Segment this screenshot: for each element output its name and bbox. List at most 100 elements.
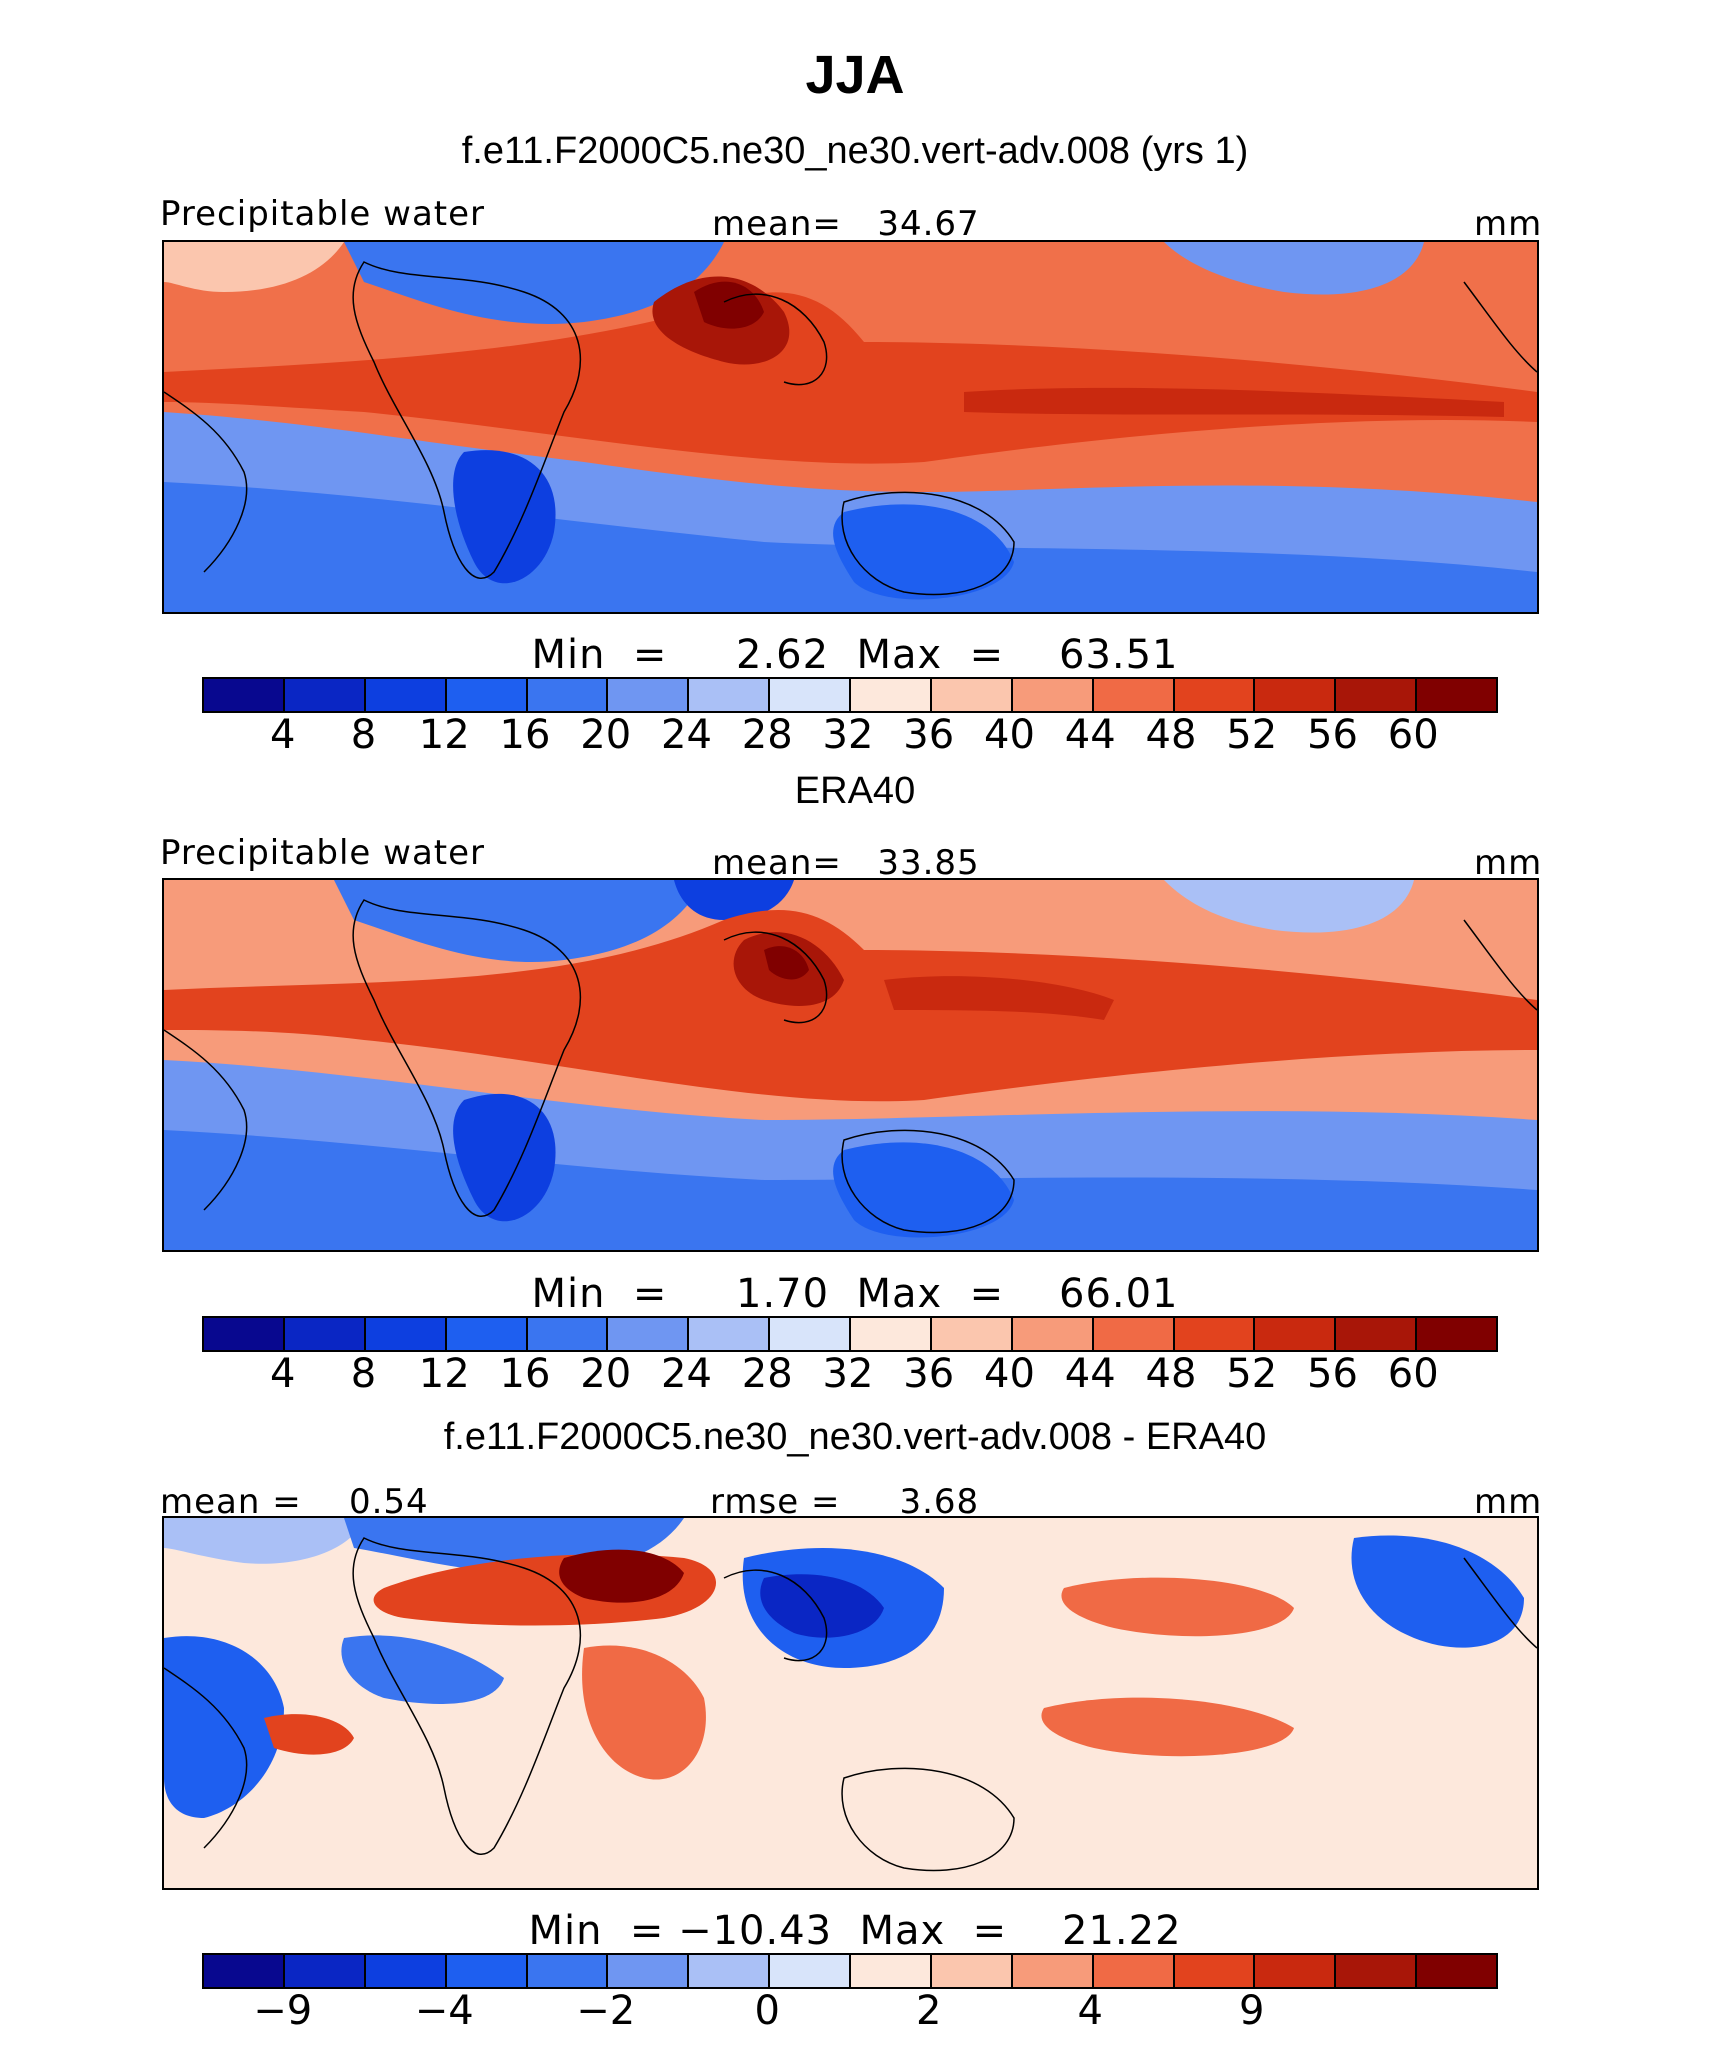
panel2-tibet-blue xyxy=(674,880,794,920)
colorbar-tick-label: 4 xyxy=(1077,1988,1103,2034)
colorbar-tick-label: 4 xyxy=(270,712,296,758)
panel1-bay-bengal-max xyxy=(694,281,764,329)
panel1-map-svg xyxy=(164,242,1537,612)
panel3-colorbar-ticks: −9 −4 −2 0 2 4 9 xyxy=(202,1988,1494,2038)
colorbar-tick-label: 4 xyxy=(270,1351,296,1397)
colorbar-tick-label: 44 xyxy=(1064,1351,1116,1397)
panel3-asia-negative-core xyxy=(760,1574,884,1638)
colorbar-tick-label: 48 xyxy=(1145,1351,1197,1397)
colorbar-swatch xyxy=(1093,1955,1175,1987)
colorbar-tick-label: 8 xyxy=(350,712,377,758)
colorbar-swatch xyxy=(527,1318,609,1350)
panel1-australia xyxy=(833,504,1014,600)
colorbar-swatch xyxy=(1417,1318,1496,1350)
panel1-america-outline xyxy=(1463,281,1537,373)
colorbar-swatch xyxy=(446,679,528,711)
colorbar-swatch xyxy=(1255,679,1337,711)
panel2-australia xyxy=(833,1142,1014,1238)
colorbar-swatch xyxy=(1093,679,1175,711)
colorbar-swatch xyxy=(689,679,771,711)
panel3-units-label: mm xyxy=(1474,1482,1543,1522)
colorbar-tick-label: 56 xyxy=(1307,1351,1358,1397)
colorbar-tick-label: −2 xyxy=(576,1988,636,2034)
colorbar-swatch xyxy=(1255,1318,1337,1350)
colorbar-tick-label: 60 xyxy=(1387,1351,1439,1397)
panel1-colorbar-ticks: 4 8 12 16 20 24 28 32 36 40 44 48 52 56 60 xyxy=(202,712,1494,762)
panel2-variable-label: Precipitable water xyxy=(160,833,486,873)
panel3-asia-outline xyxy=(723,1569,828,1662)
panel3-colorbar xyxy=(202,1953,1498,1989)
colorbar-tick-label: 8 xyxy=(350,1351,377,1397)
panel1-variable-label: Precipitable water xyxy=(160,194,486,234)
colorbar-tick-label: 28 xyxy=(741,1351,793,1397)
panel1-south-america-outline xyxy=(164,391,248,573)
colorbar-swatch xyxy=(204,1955,285,1987)
colorbar-swatch xyxy=(689,1318,771,1350)
colorbar-tick-label: 12 xyxy=(418,1351,470,1397)
panel1-pacific-itcz xyxy=(964,387,1504,417)
panel1-map xyxy=(162,240,1539,614)
colorbar-tick-label: 48 xyxy=(1145,712,1197,758)
panel2-south-america-outline xyxy=(164,1029,248,1211)
panel1-npacific-blue xyxy=(1164,242,1424,295)
colorbar-swatch xyxy=(1012,1955,1094,1987)
colorbar-tick-label: 20 xyxy=(580,1351,632,1397)
colorbar-tick-label: 36 xyxy=(903,712,955,758)
colorbar-swatch xyxy=(284,679,366,711)
colorbar-tick-label: 9 xyxy=(1239,1988,1265,2034)
panel3-spacific-positive xyxy=(1041,1697,1294,1757)
colorbar-swatch xyxy=(931,679,1013,711)
panel3-south-atlantic-positive xyxy=(264,1714,354,1755)
colorbar-tick-label: 32 xyxy=(822,1351,874,1397)
panel1-title: f.e11.F2000C5.ne30_ne30.vert-adv.008 (yr… xyxy=(461,130,1249,172)
panel2-mean-label: mean= 33.85 xyxy=(712,843,980,883)
colorbar-tick-label: 0 xyxy=(754,1988,780,2034)
colorbar-swatch xyxy=(770,1318,851,1350)
colorbar-swatch xyxy=(608,1318,690,1350)
colorbar-tick-label: 56 xyxy=(1307,712,1358,758)
panel1-natlantic xyxy=(164,242,344,292)
colorbar-swatch xyxy=(1417,679,1496,711)
colorbar-tick-label: 40 xyxy=(984,712,1035,758)
figure-title: JJA xyxy=(805,45,905,105)
panel1-units-label: mm xyxy=(1474,204,1543,244)
colorbar-tick-label: 24 xyxy=(661,712,712,758)
colorbar-swatch xyxy=(204,1318,285,1350)
panel2-america-outline xyxy=(1463,919,1537,1011)
colorbar-tick-label: 44 xyxy=(1064,712,1116,758)
colorbar-tick-label: −9 xyxy=(253,1988,313,2034)
colorbar-swatch xyxy=(527,1955,609,1987)
colorbar-tick-label: −4 xyxy=(414,1988,474,2034)
panel3-indian-ocean-positive xyxy=(582,1645,706,1780)
colorbar-swatch xyxy=(284,1955,366,1987)
panel2-minmax: Min = 1.70 Max = 66.01 xyxy=(531,1271,1179,1317)
panel2-north-blue xyxy=(334,880,704,962)
colorbar-swatch xyxy=(851,679,932,711)
panel3-mean-label: mean = 0.54 xyxy=(160,1482,429,1522)
panel2-warm-pool xyxy=(884,976,1114,1020)
colorbar-tick-label: 24 xyxy=(661,1351,712,1397)
colorbar-tick-label: 32 xyxy=(822,712,874,758)
panel1-africa-outline xyxy=(352,261,582,579)
panel2-colorbar-ticks: 4 8 12 16 20 24 28 32 36 40 44 48 52 56 60 xyxy=(202,1351,1494,1401)
colorbar-swatch xyxy=(851,1318,932,1350)
panel3-australia-outline xyxy=(841,1767,1015,1872)
panel1-asia-outline xyxy=(723,293,828,386)
panel2-africa-outline xyxy=(352,899,582,1217)
colorbar-swatch xyxy=(770,1955,851,1987)
colorbar-swatch xyxy=(1174,1318,1256,1350)
colorbar-swatch xyxy=(365,1955,447,1987)
colorbar-swatch xyxy=(446,1955,528,1987)
colorbar-tick-label: 60 xyxy=(1387,712,1439,758)
colorbar-swatch xyxy=(770,679,851,711)
colorbar-tick-label: 2 xyxy=(916,1988,942,2034)
panel1-africa-south xyxy=(453,450,556,584)
panel2-colorbar xyxy=(202,1316,1498,1352)
colorbar-swatch xyxy=(1174,1955,1256,1987)
panel2-units-label: mm xyxy=(1474,843,1543,883)
panel3-america-negative xyxy=(1351,1535,1524,1648)
colorbar-swatch xyxy=(1336,1318,1418,1350)
panel2-npacific-blue xyxy=(1164,880,1414,933)
panel3-south-america-outline xyxy=(164,1667,248,1849)
panel3-title: f.e11.F2000C5.ne30_ne30.vert-adv.008 - E… xyxy=(443,1416,1267,1458)
